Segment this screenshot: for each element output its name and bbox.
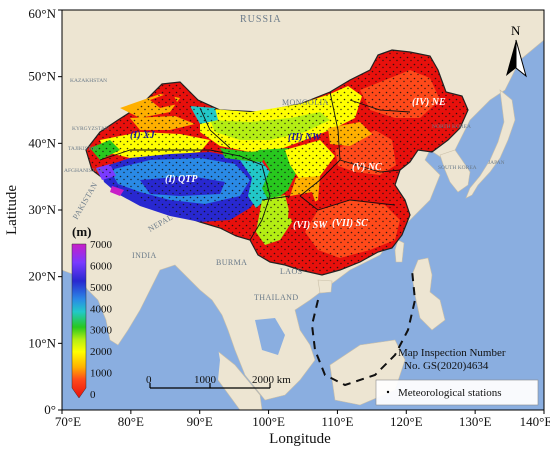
legend-stations: Meteorological stations	[398, 387, 502, 399]
scale-tick-1000: 1000	[194, 374, 217, 386]
region-label-sc: (VII) SC	[332, 218, 368, 229]
colorbar-label: 0	[90, 389, 96, 401]
label-india: INDIA	[132, 251, 157, 260]
region-label-xj: (I) XJ	[130, 130, 156, 141]
scale-tick-2000: 2000 km	[252, 374, 291, 386]
label-burma: BURMA	[216, 258, 247, 267]
label-kyrgyzstan: KYRGYZSTAN	[72, 126, 109, 132]
x-tick-label: 110°E	[321, 414, 353, 429]
scale-tick-0: 0	[146, 374, 152, 386]
x-tick-label: 80°E	[118, 414, 144, 429]
x-axis-label: Longitude	[269, 431, 331, 447]
y-tick-label: 10°N	[28, 335, 56, 350]
colorbar-label: 7000	[90, 239, 113, 251]
label-thailand: THAILAND	[254, 293, 299, 302]
bay-of-bengal	[140, 280, 220, 410]
land-japan	[465, 89, 516, 199]
y-tick-label: 50°N	[28, 69, 56, 84]
x-tick-label: 140°E	[520, 414, 550, 429]
x-tick-label: 130°E	[459, 414, 492, 429]
inspection-note-line2: No. GS(2020)4634	[404, 360, 489, 372]
x-tick-label: 100°E	[252, 414, 285, 429]
x-tick-label: 90°E	[187, 414, 213, 429]
x-tick-label: 120°E	[390, 414, 423, 429]
y-tick-label: 60°N	[28, 6, 56, 21]
colorbar-label: 5000	[90, 282, 113, 294]
label-tajikistan: TAJIKISTAN	[68, 146, 99, 152]
x-axis-ticks: 70°E 80°E 90°E 100°E 110°E 120°E 130°E 140°E	[55, 410, 550, 429]
region-label-nw: (II) NW	[288, 132, 322, 143]
nine-dash-line	[310, 269, 417, 387]
scale-bar: 0 1000 2000 km	[146, 374, 291, 389]
gulf-of-thailand	[255, 318, 285, 355]
land-korea	[439, 149, 471, 193]
label-kazakhstan: KAZAKHSTAN	[70, 78, 107, 84]
label-south-korea: SOUTH KOREA	[438, 165, 477, 171]
station-marker-icon	[386, 390, 390, 394]
legend: Meteorological stations	[375, 379, 539, 406]
inspection-note-line1: Map Inspection Number	[398, 347, 506, 359]
label-afghanistan: AFGHANISTAN	[64, 168, 103, 174]
region-label-qtp: (I) QTP	[165, 174, 198, 185]
station-points	[86, 50, 468, 275]
land-taiwan	[394, 239, 405, 263]
colorbar-label: 6000	[90, 260, 113, 272]
colorbar-ticks: 7000 6000 5000 4000 3000 2000 1000 0	[90, 239, 113, 401]
y-tick-label: 40°N	[28, 135, 56, 150]
label-laos: LAOS	[280, 267, 303, 276]
colorbar-label: 1000	[90, 368, 113, 380]
colorbar-label: 4000	[90, 303, 113, 315]
y-tick-label: 20°N	[28, 269, 56, 284]
label-japan: JAPAN	[488, 160, 505, 166]
label-mongolia: MONGOLIA	[282, 98, 329, 107]
north-arrow-icon: N	[506, 23, 527, 78]
colorbar-label: 3000	[90, 325, 113, 337]
region-label-ne: (IV) NE	[412, 97, 446, 108]
region-label-nc: (V) NC	[352, 162, 382, 173]
region-boundaries	[99, 91, 411, 241]
y-tick-label: 30°N	[28, 202, 56, 217]
north-label: N	[511, 23, 521, 38]
y-tick-label: 0°	[44, 402, 56, 417]
colorbar-label: 2000	[90, 346, 113, 358]
label-russia: RUSSIA	[240, 14, 282, 25]
y-axis-ticks: 0° 10°N 20°N 30°N 40°N 50°N 60°N	[28, 6, 62, 417]
colorbar: (m) 7000 6000 5000 4000 3000 2000 1000 0	[71, 224, 113, 401]
x-tick-label: 70°E	[55, 414, 81, 429]
region-label-sw: (VI) SW	[293, 220, 328, 231]
colorbar-unit: (m)	[72, 224, 92, 239]
colorbar-ramp	[71, 243, 87, 399]
label-north-korea: NORTH KOREA	[432, 124, 471, 130]
land-hainan	[317, 279, 333, 294]
y-axis-label: Latitude	[4, 185, 20, 235]
